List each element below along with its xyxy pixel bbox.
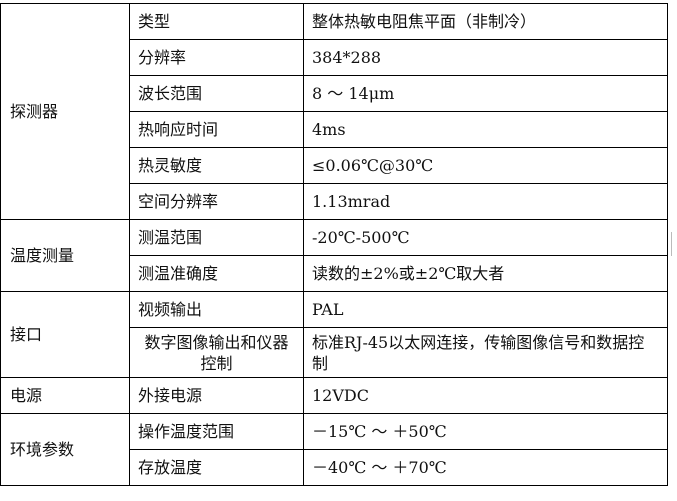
param-name: 存放温度 bbox=[129, 449, 304, 486]
table-row: 空间分辨率 1.13mrad bbox=[1, 183, 668, 220]
spec-table: 探测器 类型 整体热敏电阻焦平面（非制冷） 分辨率 384*288 波长范围 8… bbox=[0, 3, 668, 486]
param-value: 整体热敏电阻焦平面（非制冷） bbox=[303, 3, 668, 40]
param-value: ≤0.06℃@30℃ bbox=[303, 147, 668, 184]
param-name: 波长范围 bbox=[129, 75, 304, 112]
group-label: 温度测量 bbox=[0, 219, 130, 292]
param-value: PAL bbox=[303, 291, 668, 328]
table-row: 热响应时间 4ms bbox=[1, 111, 668, 148]
param-name: 空间分辨率 bbox=[129, 183, 304, 220]
page-edge-marker bbox=[671, 232, 672, 256]
group-label: 接口 bbox=[0, 291, 130, 378]
group-label: 电源 bbox=[0, 377, 130, 414]
param-name: 操作温度范围 bbox=[129, 413, 304, 450]
table-row: 电源 外接电源 12VDC bbox=[0, 377, 668, 414]
param-name: 热灵敏度 bbox=[129, 147, 304, 184]
table-row: 热灵敏度 ≤0.06℃@30℃ bbox=[1, 147, 668, 184]
param-name: 数字图像输出和仪器控制 bbox=[129, 327, 304, 378]
table-row: 波长范围 8 ～ 14μm bbox=[1, 75, 668, 112]
param-value: 标准RJ-45以太网连接，传输图像信号和数据控制 bbox=[303, 327, 668, 378]
table-row: 接口 视频输出 PAL bbox=[0, 291, 668, 378]
param-value: －15℃ ～ ＋50℃ bbox=[303, 413, 668, 450]
param-value: 4ms bbox=[303, 111, 668, 148]
table-row: 测温准确度 读数的±2%或±2℃取大者 bbox=[1, 255, 668, 292]
table-row: 环境参数 操作温度范围 －15℃ ～ ＋50℃ bbox=[0, 413, 668, 486]
param-value: 8 ～ 14μm bbox=[303, 75, 668, 112]
param-name: 视频输出 bbox=[129, 291, 304, 328]
param-value: －40℃ ～ ＋70℃ bbox=[303, 449, 668, 486]
param-name: 测温范围 bbox=[129, 219, 304, 256]
table-row: 存放温度 －40℃ ～ ＋70℃ bbox=[1, 449, 668, 486]
table-row: 探测器 类型 整体热敏电阻焦平面（非制冷） bbox=[0, 3, 668, 220]
table-row: 分辨率 384*288 bbox=[1, 39, 668, 76]
param-name: 分辨率 bbox=[129, 39, 304, 76]
param-value: 384*288 bbox=[303, 39, 668, 76]
param-value: 读数的±2%或±2℃取大者 bbox=[303, 255, 668, 292]
param-name: 外接电源 bbox=[129, 377, 304, 414]
param-value: -20℃-500℃ bbox=[303, 219, 668, 256]
table-row: 数字图像输出和仪器控制 标准RJ-45以太网连接，传输图像信号和数据控制 bbox=[1, 327, 668, 378]
param-name: 热响应时间 bbox=[129, 111, 304, 148]
group-label: 探测器 bbox=[0, 3, 130, 220]
param-value: 1.13mrad bbox=[303, 183, 668, 220]
param-name: 测温准确度 bbox=[129, 255, 304, 292]
table-row: 温度测量 测温范围 -20℃-500℃ bbox=[0, 219, 668, 292]
group-label: 环境参数 bbox=[0, 413, 130, 486]
param-name: 类型 bbox=[129, 3, 304, 40]
param-value: 12VDC bbox=[303, 377, 668, 414]
